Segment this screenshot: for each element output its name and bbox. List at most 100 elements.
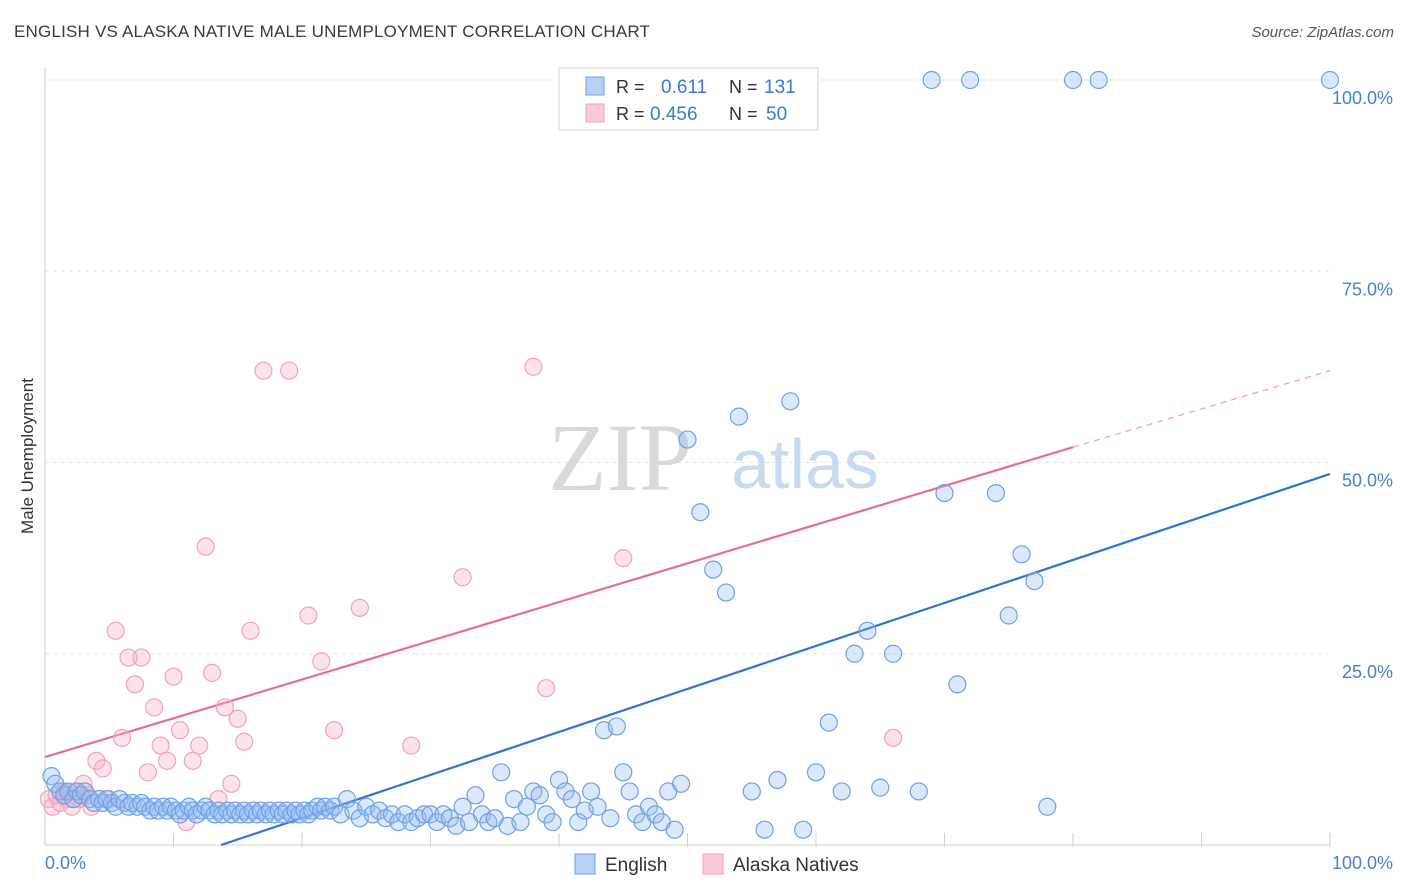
english-point [620,782,639,801]
english-point [935,484,954,503]
legend-swatch-alaska [585,103,605,123]
legend-alaska-swatch [702,853,724,875]
english-trend-line [220,472,1331,847]
alaska-point [138,763,157,782]
alaska-point [299,606,318,625]
english-point [832,782,851,801]
english-point [549,770,569,790]
alaska-point [190,736,209,755]
english-point [453,797,472,816]
y-tick-label: 25.0% [1342,662,1393,682]
alaska-point [157,751,177,770]
series-legend: English Alaska Natives [574,853,859,876]
english-point [691,503,710,522]
english-point [337,789,357,809]
x-tick-label: 100.0% [1332,853,1393,873]
legend-alaska-n-label: N = [729,104,758,124]
english-point [1089,70,1108,90]
english-point [543,812,562,832]
english-point [671,774,691,793]
english-point [678,430,697,449]
english-point [961,70,980,90]
alaska-point [883,728,903,748]
watermark-atlas: atlas [731,425,879,503]
english-point [755,820,774,839]
y-tick-label: 100.0% [1332,88,1393,108]
alaska-point [170,721,190,740]
english-point [806,763,826,782]
english-point [511,812,530,832]
alaska-point [350,598,369,617]
english-point [1320,70,1340,90]
english-point [569,812,588,832]
english-point [794,820,813,839]
alaska-point [119,648,138,667]
alaska-point [202,663,222,682]
alaska-point [325,721,344,740]
english-point [781,392,800,411]
alaska-point [614,549,633,568]
english-point [729,407,749,426]
axis-tick-labels: 25.0% 50.0% 75.0% 100.0% 0.0% 100.0% [45,88,1393,873]
english-point [466,786,485,805]
y-tick-label: 50.0% [1342,471,1393,491]
english-point [607,717,626,736]
english-point [601,809,620,828]
english-point [999,606,1018,625]
alaska-point [402,736,421,755]
alaska-point [524,357,543,376]
english-point [1012,545,1031,564]
alaska-trend-extension [1072,370,1331,448]
english-point [871,778,890,797]
alaska-point [215,698,234,717]
english-point [948,675,967,694]
legend-alaska-n-value: 50 [766,104,787,125]
alaska-point [241,621,260,640]
alaska-point [537,679,556,698]
english-point [922,70,941,90]
english-point [858,621,877,640]
english-point [492,763,511,782]
english-point [562,789,581,809]
english-point [768,770,787,790]
english-point [883,644,903,663]
alaska-point [280,361,299,380]
english-point [986,484,1006,503]
english-point [582,782,601,801]
legend-swatch-english [585,76,605,96]
alaska-point [125,675,145,694]
alaska-point [106,621,125,640]
english-point [1038,797,1057,816]
legend-alaska-r-label: R = [616,104,645,124]
english-point [1025,571,1044,591]
legend-english-n-value: 131 [764,77,796,98]
alaska-point [145,698,164,717]
alaska-point [151,736,170,755]
stats-legend: R = 0.611 N = 131 R = 0.456 N = 50 [558,67,819,131]
alaska-point [222,774,241,793]
english-point [614,763,633,782]
english-point [819,713,838,732]
watermark: ZIP atlas [548,404,879,511]
english-point [845,644,864,663]
legend-english-label: English [605,855,667,876]
x-tick-label: 0.0% [45,853,86,873]
legend-english-swatch [574,853,596,875]
source-credit: Source: ZipAtlas.com [1251,24,1394,41]
alaska-point [183,751,202,770]
english-point [530,786,549,805]
english-point [517,797,536,816]
english-point [909,782,928,801]
english-point [665,820,684,839]
alaska-point [132,648,151,667]
alaska-point [228,709,247,728]
watermark-zip: ZIP [548,404,692,511]
alaska-point [196,537,215,556]
legend-english-r-label: R = [616,77,645,97]
legend-alaska-r-value: 0.456 [650,104,698,125]
english-point [1063,70,1083,90]
alaska-point [453,568,472,587]
english-point [716,583,736,602]
chart-title: ENGLISH VS ALASKA NATIVE MALE UNEMPLOYME… [14,22,651,41]
